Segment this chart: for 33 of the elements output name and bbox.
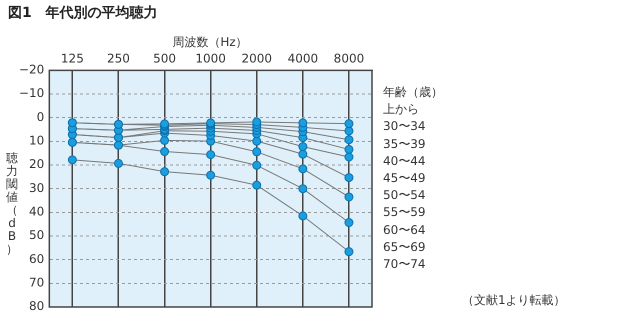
text: 30〜34 xyxy=(383,118,427,136)
text: 50〜54 xyxy=(383,187,427,204)
x-tick-label: 4000 xyxy=(288,51,318,66)
y-tick-label: 0 xyxy=(36,110,44,124)
y-tick-label: 20 xyxy=(29,157,44,172)
x-tick-label: 250 xyxy=(107,51,130,66)
y-tick-label: 70 xyxy=(29,275,44,290)
x-tick-label: 8000 xyxy=(334,51,364,66)
x-tick-label: 2000 xyxy=(241,51,272,66)
x-tick-label: 500 xyxy=(153,51,176,66)
text: 35〜39 xyxy=(383,136,427,153)
text: 上から xyxy=(383,101,420,118)
y-tick-label: 40 xyxy=(29,204,44,218)
y-tick-label: 80 xyxy=(29,299,44,314)
text: 70〜74 xyxy=(383,256,427,274)
x-tick-label: 1000 xyxy=(195,51,226,66)
text: 45〜49 xyxy=(383,170,427,188)
y-tick-label: 60 xyxy=(29,252,44,266)
y-tick-label: −10 xyxy=(18,86,44,100)
y-tick-label: −20 xyxy=(18,62,44,77)
text: 55〜59 xyxy=(383,204,427,222)
y-axis-title: 聴力閾値（dB） xyxy=(5,151,19,256)
y-tick-label: 10 xyxy=(29,134,44,148)
x-axis-title: 周波数（Hz） xyxy=(171,34,249,51)
text: 40〜44 xyxy=(383,152,427,170)
y-tick-label: 50 xyxy=(29,228,44,242)
chart-title: 図1 年代別の平均聴力 xyxy=(8,4,158,22)
text: 60〜64 xyxy=(383,222,427,239)
legend-title: 年齢（歳） xyxy=(383,84,443,101)
text: （文献1より転載） xyxy=(462,292,566,309)
y-tick-label: 30 xyxy=(29,180,44,195)
text: 65〜69 xyxy=(383,238,427,256)
x-tick-label: 125 xyxy=(60,51,84,66)
